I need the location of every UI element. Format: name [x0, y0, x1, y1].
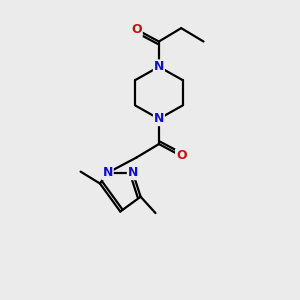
Text: N: N: [154, 60, 164, 73]
Text: N: N: [128, 166, 138, 179]
Text: O: O: [131, 23, 142, 36]
Text: N: N: [154, 112, 164, 125]
Text: N: N: [103, 166, 113, 179]
Text: O: O: [176, 149, 187, 162]
